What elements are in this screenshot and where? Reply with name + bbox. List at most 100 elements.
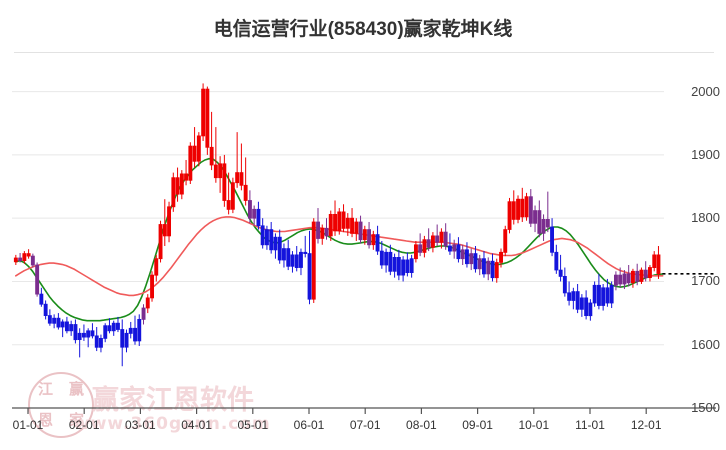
candle-body [345, 217, 350, 229]
seal-char-4: 家 [68, 411, 84, 429]
candle-body [26, 253, 31, 257]
candle-body [490, 260, 495, 279]
candle-body [188, 145, 193, 181]
y-axis-label: 2000 [691, 83, 720, 99]
candle-body [328, 213, 333, 237]
candle-body [567, 292, 572, 301]
candle-body [392, 256, 397, 272]
candle-body [137, 318, 142, 342]
candle-body [481, 258, 486, 275]
candle-body [281, 248, 286, 261]
candle-body [107, 325, 112, 332]
candle-body [426, 239, 431, 248]
candle-body [175, 177, 180, 195]
x-axis-label: 11-01 [575, 418, 605, 432]
candle-body [145, 297, 150, 309]
x-axis-label: 08-01 [406, 418, 437, 432]
candle-body [639, 269, 644, 282]
candle-body [439, 231, 444, 243]
candle-body [545, 218, 550, 228]
candle-body [294, 254, 299, 268]
candle-body [22, 253, 27, 262]
candle-body [571, 291, 576, 301]
candle-body [201, 88, 206, 137]
candle-body [162, 224, 167, 237]
candle-body [179, 173, 184, 195]
candle-body [30, 255, 35, 266]
candle-body [473, 253, 478, 270]
candle-body [69, 324, 74, 332]
y-axis-label: 1700 [691, 273, 720, 289]
x-axis-label: 09-01 [462, 418, 493, 432]
candle-body [379, 250, 384, 266]
candle-body [579, 297, 584, 310]
candle-body [154, 258, 159, 276]
candle-body [464, 249, 469, 265]
candle-body [618, 274, 623, 285]
candle-body [73, 324, 78, 341]
candle-body [264, 229, 269, 246]
x-axis-label: 01-01 [12, 418, 44, 432]
candle-body [584, 297, 589, 316]
candle-body [469, 253, 474, 265]
x-axis-label: 02-01 [68, 418, 100, 432]
candle-body [141, 307, 146, 320]
candle-body [316, 221, 320, 239]
candle-body [18, 257, 23, 261]
candle-body [413, 244, 418, 260]
seal-char-3: 恩 [37, 411, 53, 429]
candle-body [65, 321, 69, 332]
candle-body [575, 291, 580, 310]
header-divider [14, 52, 714, 53]
candle-body [562, 275, 567, 294]
candle-body [588, 302, 593, 317]
candle-body [82, 332, 86, 338]
y-axis-label: 1500 [691, 400, 720, 415]
candle-body [243, 184, 248, 201]
candle-body [533, 210, 537, 224]
axis-lines [12, 407, 716, 414]
candle-body [47, 315, 52, 324]
candle-body [158, 224, 163, 260]
y-axis-label: 1900 [691, 146, 720, 162]
seal-char-1: 江 [37, 380, 53, 398]
candle-body [43, 303, 48, 317]
candle-body [39, 293, 44, 305]
candle-body [184, 173, 188, 181]
candle-body [396, 256, 401, 276]
candle-body [133, 327, 137, 342]
candle-body [367, 229, 371, 246]
candle-body [597, 284, 601, 306]
candle-body [456, 244, 461, 260]
candle-body [499, 251, 503, 263]
candle-body [516, 198, 520, 220]
candle-body [643, 269, 648, 279]
candle-body [648, 267, 652, 279]
x-axis-label: 06-01 [293, 418, 325, 432]
candle-body [371, 234, 376, 246]
candle-body [324, 227, 329, 237]
candle-body [303, 251, 308, 255]
candle-body [86, 330, 91, 338]
candle-body [273, 236, 278, 251]
candle-body [230, 182, 235, 210]
candle-body [409, 258, 414, 274]
candle-body [388, 251, 393, 272]
candle-body [333, 213, 337, 232]
candle-bars [13, 83, 661, 367]
x-axis-label: 05-01 [237, 418, 269, 432]
candle-body [337, 211, 342, 232]
watermark-seal: 江 赢 恩 家 [28, 372, 94, 438]
candle-body [13, 257, 18, 263]
candle-body [447, 245, 452, 252]
candle-body [614, 274, 618, 286]
seal-char-2: 赢 [68, 380, 84, 398]
candle-body [460, 249, 465, 260]
candle-body [120, 329, 125, 348]
x-axis-label: 07-01 [349, 418, 381, 432]
candle-body [56, 317, 61, 328]
candle-body [247, 200, 252, 219]
candle-body [99, 337, 103, 348]
candle-body [422, 239, 427, 253]
candle-body [362, 229, 367, 241]
